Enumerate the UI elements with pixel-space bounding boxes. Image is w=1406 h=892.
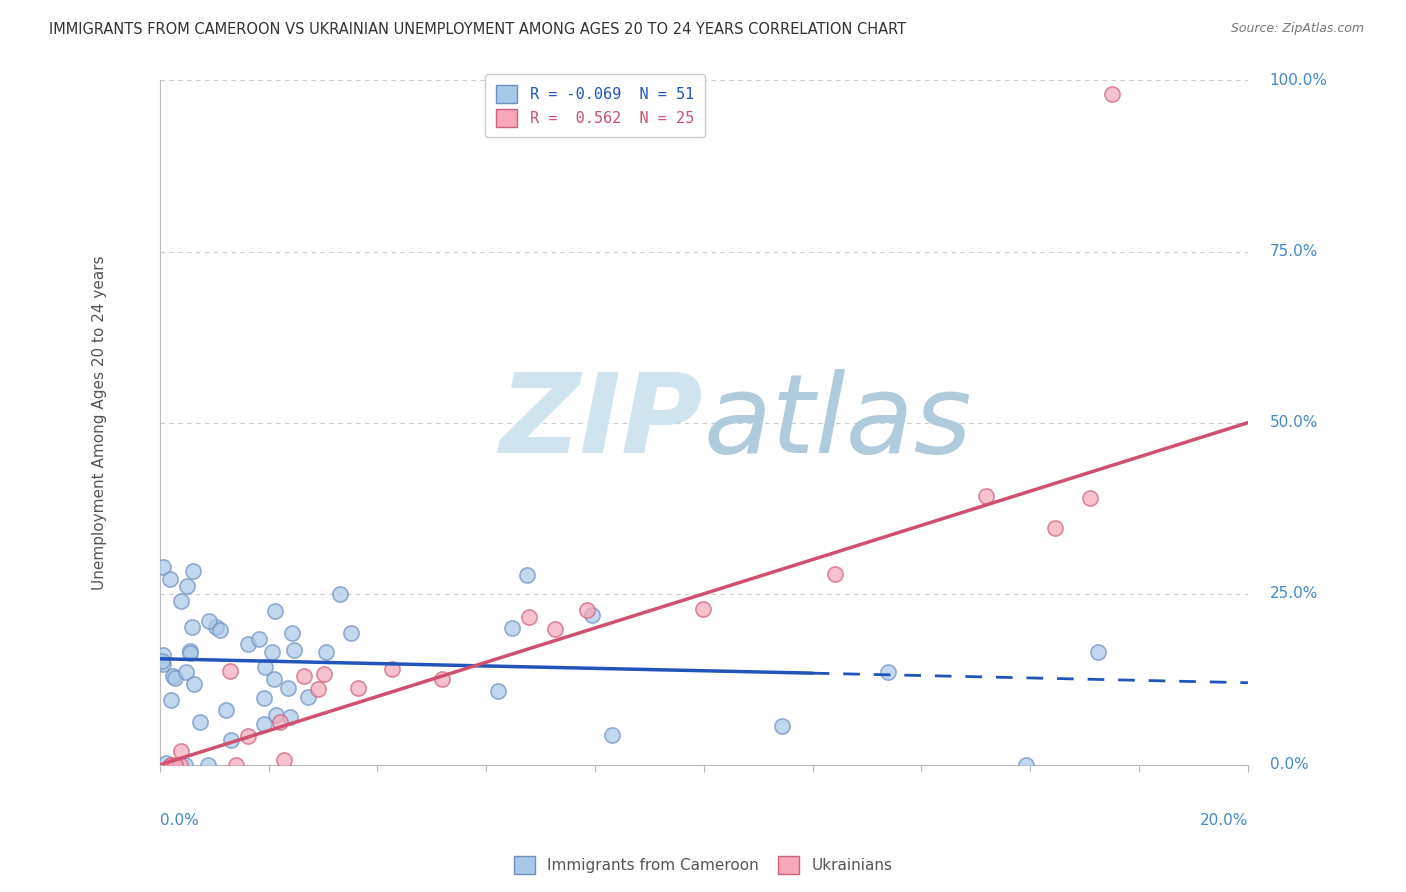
Legend: Immigrants from Cameroon, Ukrainians: Immigrants from Cameroon, Ukrainians	[508, 850, 898, 880]
Point	[297, 690, 319, 705]
Point	[169, 593, 191, 607]
Point	[544, 622, 567, 636]
Point	[770, 718, 793, 732]
Point	[329, 587, 352, 601]
Point	[253, 690, 276, 705]
Point	[197, 757, 219, 772]
Point	[155, 756, 177, 770]
Point	[381, 662, 404, 676]
Point	[264, 708, 287, 723]
Text: IMMIGRANTS FROM CAMEROON VS UKRAINIAN UNEMPLOYMENT AMONG AGES 20 TO 24 YEARS COR: IMMIGRANTS FROM CAMEROON VS UKRAINIAN UN…	[49, 22, 907, 37]
Point	[692, 602, 714, 616]
Text: 0.0%: 0.0%	[160, 813, 198, 828]
Point	[169, 757, 191, 772]
Point	[176, 579, 198, 593]
Point	[340, 625, 363, 640]
Point	[183, 564, 205, 578]
Text: 25.0%: 25.0%	[1270, 586, 1317, 601]
Point	[273, 754, 295, 768]
Point	[254, 659, 277, 673]
Text: 0.0%: 0.0%	[1270, 757, 1309, 772]
Point	[179, 646, 201, 660]
Point	[824, 566, 846, 581]
Point	[170, 744, 193, 758]
Point	[198, 614, 221, 628]
Text: ZIP: ZIP	[501, 369, 704, 476]
Text: atlas: atlas	[704, 369, 973, 476]
Point	[152, 560, 174, 574]
Legend: R = -0.069  N = 51, R =  0.562  N = 25: R = -0.069 N = 51, R = 0.562 N = 25	[485, 74, 704, 137]
Point	[1078, 491, 1101, 505]
Point	[600, 728, 623, 742]
Point	[163, 757, 186, 772]
Text: 50.0%: 50.0%	[1270, 415, 1317, 430]
Point	[219, 733, 242, 747]
Point	[173, 757, 195, 772]
Point	[163, 671, 186, 685]
Point	[159, 572, 181, 586]
Point	[160, 757, 183, 772]
Point	[1101, 87, 1123, 102]
Point	[209, 623, 232, 637]
Text: 100.0%: 100.0%	[1270, 73, 1327, 88]
Point	[278, 710, 301, 724]
Text: 20.0%: 20.0%	[1199, 813, 1249, 828]
Text: Source: ZipAtlas.com: Source: ZipAtlas.com	[1230, 22, 1364, 36]
Point	[218, 664, 240, 678]
Point	[312, 666, 335, 681]
Point	[174, 665, 197, 679]
Point	[501, 621, 523, 635]
Point	[1043, 520, 1066, 534]
Point	[152, 648, 174, 663]
Point	[517, 609, 540, 624]
Point	[247, 632, 270, 647]
Point	[152, 657, 174, 671]
Point	[281, 625, 304, 640]
Point	[260, 644, 283, 658]
Point	[308, 681, 330, 696]
Text: Unemployment Among Ages 20 to 24 years: Unemployment Among Ages 20 to 24 years	[93, 255, 107, 590]
Point	[1087, 645, 1109, 659]
Point	[214, 703, 236, 717]
Point	[179, 644, 201, 658]
Point	[225, 757, 247, 772]
Point	[581, 607, 603, 622]
Point	[347, 681, 370, 695]
Point	[269, 714, 291, 729]
Point	[188, 714, 211, 729]
Text: 75.0%: 75.0%	[1270, 244, 1317, 259]
Point	[160, 693, 183, 707]
Point	[181, 620, 204, 634]
Point	[264, 604, 287, 618]
Point	[876, 665, 898, 679]
Point	[315, 645, 337, 659]
Point	[160, 757, 183, 772]
Point	[162, 668, 184, 682]
Point	[204, 620, 226, 634]
Point	[1015, 757, 1038, 772]
Point	[152, 654, 174, 668]
Point	[277, 681, 299, 695]
Point	[236, 637, 259, 651]
Point	[183, 677, 205, 691]
Point	[575, 603, 598, 617]
Point	[253, 717, 276, 731]
Point	[292, 669, 315, 683]
Point	[283, 642, 305, 657]
Point	[236, 729, 259, 743]
Point	[263, 672, 285, 686]
Point	[486, 683, 509, 698]
Point	[976, 489, 998, 503]
Point	[432, 672, 454, 686]
Point	[516, 568, 538, 582]
